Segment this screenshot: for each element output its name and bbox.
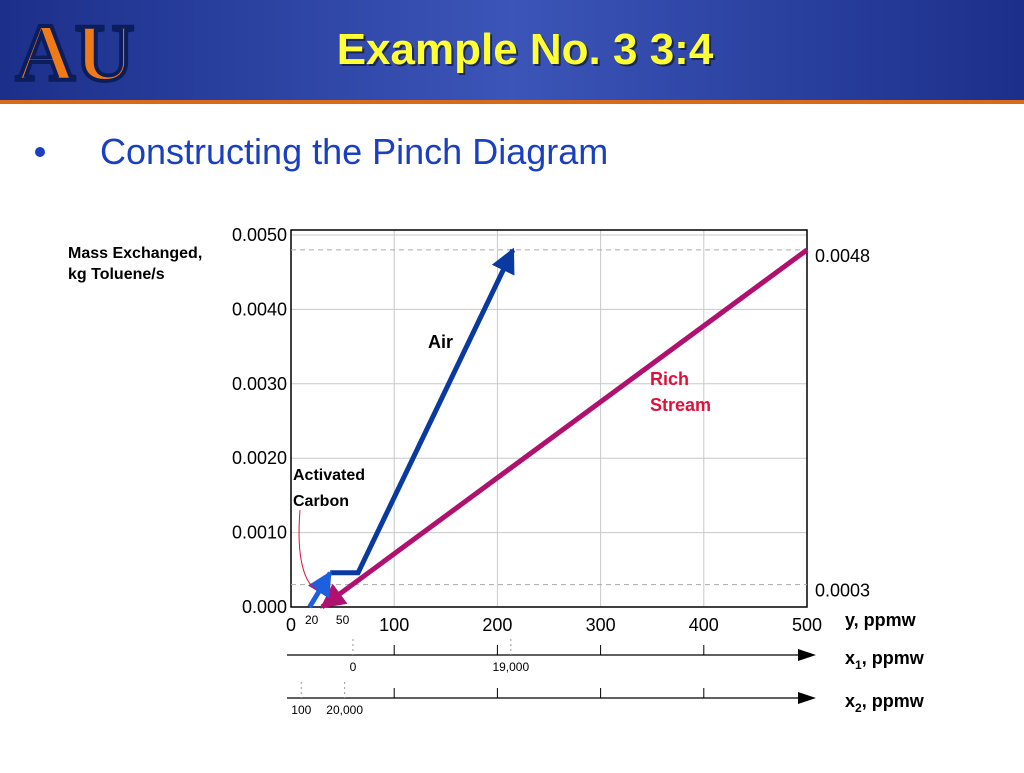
y-tick-label: 0.000 bbox=[242, 597, 287, 617]
label-sub: 2 bbox=[855, 701, 862, 715]
y-tick-label: 0.0010 bbox=[232, 523, 287, 543]
series-label: Stream bbox=[650, 395, 711, 415]
x-tick-label: 500 bbox=[792, 615, 822, 635]
y-tick-label: 0.0020 bbox=[232, 448, 287, 468]
axis-arrow bbox=[798, 692, 816, 704]
x-tick-label: 0 bbox=[286, 615, 296, 635]
y-tick-label: 0.0030 bbox=[232, 374, 287, 394]
logo: AU bbox=[16, 7, 134, 98]
secondary-tick-label: 19,000 bbox=[492, 660, 529, 674]
series-label: Carbon bbox=[293, 493, 349, 510]
series-line bbox=[319, 247, 809, 610]
reference-label: 0.0048 bbox=[815, 246, 870, 266]
axis-arrow bbox=[798, 649, 816, 661]
secondary-axis-label: x2, ppmw bbox=[845, 691, 925, 715]
leader-line bbox=[298, 509, 319, 591]
x-tick-label: 100 bbox=[379, 615, 409, 635]
x-tick-label: 400 bbox=[689, 615, 719, 635]
header-rule bbox=[0, 100, 1024, 104]
secondary-tick-label: 100 bbox=[291, 703, 311, 717]
series-line bbox=[307, 570, 333, 609]
y-tick-label: 0.0040 bbox=[232, 299, 287, 319]
bullet-dot bbox=[35, 147, 45, 157]
series-line bbox=[330, 247, 516, 576]
plot-frame bbox=[290, 229, 808, 608]
title-shadow: Example No. 3 3:4 bbox=[339, 27, 716, 76]
y-tick-label: 0.0050 bbox=[232, 225, 287, 245]
series-label: Rich bbox=[650, 369, 689, 389]
secondary-axis-label: x1, ppmw bbox=[845, 648, 925, 672]
secondary-tick-label: 20,000 bbox=[326, 703, 363, 717]
label-sub: 1 bbox=[855, 658, 862, 672]
bullet-text: Constructing the Pinch Diagram bbox=[100, 131, 608, 172]
series-label: Air bbox=[428, 332, 453, 352]
title: Example No. 3 3:4 bbox=[337, 25, 714, 74]
label-unit: , ppmw bbox=[862, 648, 925, 668]
x-tick-label: 300 bbox=[586, 615, 616, 635]
reference-label: 0.0003 bbox=[815, 581, 870, 601]
x-tick-label: 200 bbox=[482, 615, 512, 635]
series-label: Activated bbox=[293, 467, 365, 484]
x-minor-tick-label: 50 bbox=[336, 613, 350, 627]
header-band bbox=[0, 0, 1024, 102]
label-unit: , ppmw bbox=[862, 691, 925, 711]
y-axis-label: Mass Exchanged, bbox=[68, 245, 202, 262]
x-axis-label: y, ppmw bbox=[845, 610, 917, 630]
label-var: x bbox=[845, 691, 855, 711]
secondary-tick-label: 0 bbox=[350, 660, 357, 674]
label-var: x bbox=[845, 648, 855, 668]
y-axis-label: kg Toluene/s bbox=[68, 266, 165, 283]
x-minor-tick-label: 20 bbox=[305, 613, 319, 627]
